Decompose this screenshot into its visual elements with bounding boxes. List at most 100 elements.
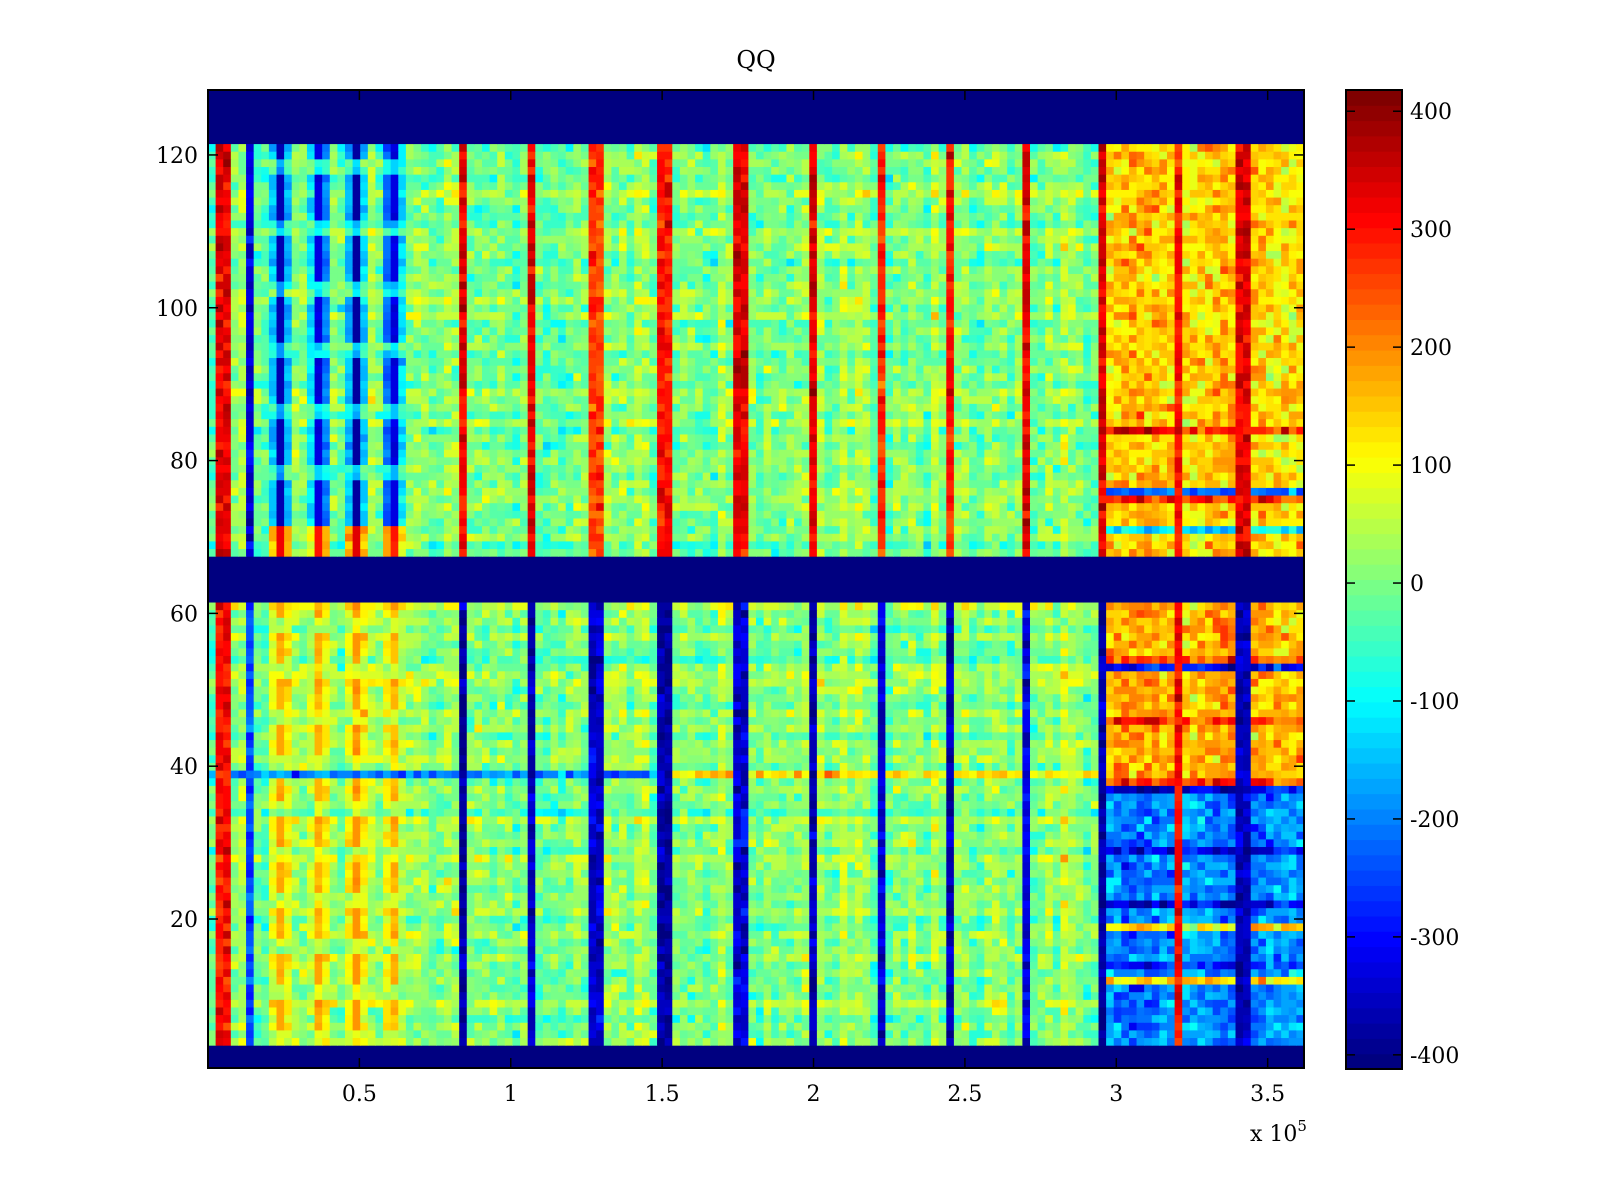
heatmap-cell [611,808,620,817]
heatmap-cell [360,961,369,970]
heatmap-cell [230,1052,240,1061]
heatmap-cell [299,876,308,886]
heatmap-cell [931,899,940,909]
heatmap-cell [786,961,795,970]
heatmap-cell [1068,838,1077,848]
heatmap-cell [794,1006,803,1016]
heatmap-cell [383,892,392,901]
heatmap-cell [984,991,993,1000]
heatmap-cell [1068,1037,1077,1046]
heatmap-cell [839,930,848,939]
heatmap-cell [1151,991,1160,1000]
heatmap-cell [246,968,255,977]
heatmap-cell [801,983,810,993]
heatmap-cell [1250,838,1259,848]
heatmap-cell [1106,838,1115,848]
heatmap-cell [520,999,529,1008]
heatmap-cell [284,838,293,848]
heatmap-cell [786,800,795,809]
heatmap-cell [230,884,240,893]
heatmap-cell [771,983,780,993]
heatmap-cell [466,831,475,840]
heatmap-cell [1113,922,1122,932]
heatmap-cell [771,907,780,916]
heatmap-cell [923,983,932,993]
heatmap-cell [695,800,704,809]
heatmap-cell [1030,953,1039,962]
heatmap-cell [375,983,384,993]
heatmap-cell [953,922,963,932]
heatmap-cell [268,1014,278,1023]
heatmap-cell [314,945,323,954]
heatmap-cell [413,831,422,840]
heatmap-cell [1090,922,1100,932]
heatmap-cell [1113,1022,1122,1031]
heatmap-cell [664,915,673,924]
heatmap-cell [1045,1006,1054,1016]
heatmap-cell [1007,976,1016,985]
heatmap-cell [1220,808,1229,817]
heatmap-cell [695,999,704,1008]
heatmap-cell [246,808,255,817]
heatmap-cell [436,831,445,840]
heatmap-cell [649,838,658,848]
heatmap-cell [771,884,780,893]
heatmap-cell [1281,869,1290,878]
heatmap-cell [961,876,970,886]
heatmap-cell [626,800,635,809]
heatmap-cell [1090,999,1100,1008]
heatmap-cell [588,907,597,916]
heatmap-cell [1159,899,1168,909]
heatmap-cell [611,991,620,1000]
heatmap-cell [953,968,963,977]
heatmap-cell [1052,808,1062,817]
heatmap-cell [915,861,925,870]
heatmap-cell [352,899,361,909]
heatmap-cell [1052,823,1062,832]
heatmap-cell [603,831,612,840]
heatmap-cell [383,1037,392,1046]
heatmap-cell [1136,983,1145,993]
heatmap-cell [847,899,856,909]
heatmap-cell [603,1014,612,1023]
heatmap-cell [710,1060,719,1069]
heatmap-cell [824,976,833,985]
heatmap-cell [1258,945,1267,954]
heatmap-cell [1281,854,1290,863]
heatmap-cell [291,1037,300,1046]
heatmap-cell [847,1029,856,1039]
heatmap-cell [512,1022,521,1031]
heatmap-cell [588,892,597,901]
heatmap-cell [687,1052,696,1061]
heatmap-cell [261,968,270,977]
heatmap-cell [702,884,711,893]
heatmap-cell [306,846,316,855]
heatmap-cell [999,823,1008,832]
heatmap-cell [748,884,757,893]
heatmap-cell [253,961,262,970]
heatmap-cell [459,922,468,932]
heatmap-cell [961,1052,970,1061]
heatmap-cell [1113,846,1122,855]
heatmap-cell [314,838,323,848]
heatmap-cell [641,922,651,932]
heatmap-cell [1068,823,1077,832]
heatmap-cell [329,876,338,886]
heatmap-cell [1296,808,1305,817]
heatmap-cell [345,1022,354,1031]
heatmap-cell [649,854,658,863]
heatmap-cell [345,907,354,916]
heatmap-cell [786,899,795,909]
heatmap-cell [413,808,422,817]
heatmap-cell [1159,838,1168,848]
heatmap-cell [1014,968,1023,977]
heatmap-cell [1281,1022,1290,1031]
heatmap-cell [649,999,658,1008]
heatmap-cell [1098,1045,1107,1054]
heatmap-cell [542,861,552,870]
heatmap-cell [345,968,354,977]
heatmap-cell [1083,876,1092,886]
heatmap-cell [542,1037,552,1046]
heatmap-cell [1227,831,1237,840]
heatmap-cell [405,831,415,840]
